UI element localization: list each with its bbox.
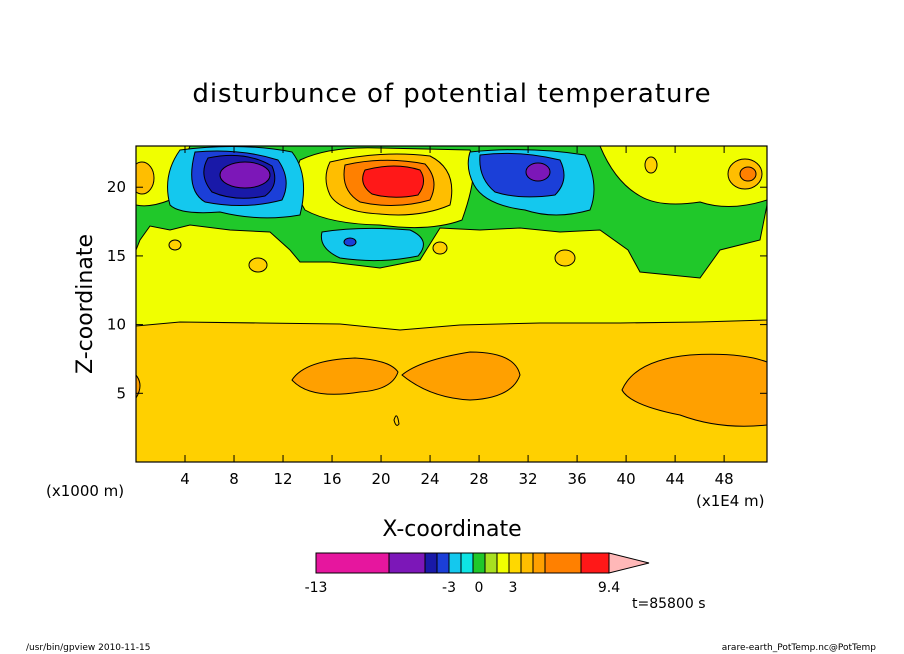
lower-warm-blob-2 xyxy=(401,351,521,401)
y-tick-label: 20 xyxy=(107,178,126,196)
y-axis-title: Z-coordinate xyxy=(73,234,98,374)
x-tick-label: 48 xyxy=(715,470,734,488)
plot-frame xyxy=(135,145,768,463)
yellow-pocket-4 xyxy=(432,241,448,255)
colorbar-labels: -13 -3 0 3 9.4 xyxy=(305,580,621,596)
colorbar-segment xyxy=(496,552,510,574)
x-axis-ticks: 4 8 12 16 20 24 28 32 36 40 44 48 xyxy=(180,146,734,488)
colorbar-tick-label: -13 xyxy=(305,580,328,596)
x-tick-label: 40 xyxy=(617,470,636,488)
x-axis-title: X-coordinate xyxy=(382,517,521,542)
colorbar-extend-arrow xyxy=(608,552,650,574)
cyan-blob-middle xyxy=(320,227,424,262)
warm-spot-left xyxy=(136,161,155,195)
plot-area xyxy=(136,146,767,462)
x-tick-label: 44 xyxy=(666,470,685,488)
x-tick-label: 8 xyxy=(229,470,239,488)
x-unit-right: (x1E4 m) xyxy=(696,492,765,510)
x-tick-label: 4 xyxy=(180,470,190,488)
footer-right: arare-earth_PotTemp.nc@PotTemp xyxy=(722,643,877,653)
colorbar-segment xyxy=(315,552,390,574)
colorbar-segment xyxy=(532,552,546,574)
x-tick-label: 36 xyxy=(568,470,587,488)
colorbar-tick-label: 9.4 xyxy=(598,580,620,596)
colorbar-tick-label: 0 xyxy=(475,580,484,596)
x-tick-label: 24 xyxy=(421,470,440,488)
colorbar-tick-label: 3 xyxy=(509,580,518,596)
x-unit-left: (x1000 m) xyxy=(46,482,124,500)
warm-cell-core xyxy=(362,165,424,198)
y-tick-label: 5 xyxy=(116,384,126,402)
colorbar-segment xyxy=(388,552,426,574)
y-tick-label: 10 xyxy=(107,316,126,334)
x-tick-label: 16 xyxy=(322,470,341,488)
colorbar-segment xyxy=(424,552,438,574)
colorbar xyxy=(315,552,650,574)
warm-spot-right-core xyxy=(739,166,757,182)
colorbar-segment xyxy=(508,552,522,574)
yellow-pocket-1 xyxy=(168,239,182,251)
x-tick-label: 28 xyxy=(470,470,489,488)
time-label: t=85800 s xyxy=(632,596,706,612)
y-axis-ticks: 5 10 15 20 xyxy=(107,178,767,402)
colorbar-segment xyxy=(436,552,450,574)
x-tick-label: 32 xyxy=(519,470,538,488)
cold-cell-right-blue xyxy=(479,152,565,198)
y-tick-label: 15 xyxy=(107,247,126,265)
blue-blob-middle xyxy=(343,237,357,247)
lower-small-contour xyxy=(393,415,400,426)
lower-warm-blob-1 xyxy=(291,357,399,395)
colorbar-segment xyxy=(580,552,610,574)
colorbar-segment xyxy=(544,552,582,574)
x-tick-label: 20 xyxy=(372,470,391,488)
warm-spot-upper-right xyxy=(644,156,658,174)
colorbar-segment xyxy=(460,552,474,574)
yellow-pocket-2 xyxy=(248,257,268,273)
colorbar-segment xyxy=(484,552,498,574)
chart-title: disturbunce of potential temperature xyxy=(192,79,711,109)
colorbar-segment xyxy=(448,552,462,574)
colorbar-tick-label: -3 xyxy=(442,580,456,596)
cold-cell-left-core xyxy=(219,161,271,189)
upper-yellow-fill-2 xyxy=(599,146,767,208)
footer-left: /usr/bin/gpview 2010-11-15 xyxy=(26,643,150,653)
lower-warm-blob-3 xyxy=(621,353,767,427)
x-tick-label: 12 xyxy=(273,470,292,488)
colorbar-segment xyxy=(520,552,534,574)
cold-cell-right-core xyxy=(525,162,551,182)
colorbar-segment xyxy=(472,552,486,574)
yellow-pocket-3 xyxy=(554,249,576,267)
